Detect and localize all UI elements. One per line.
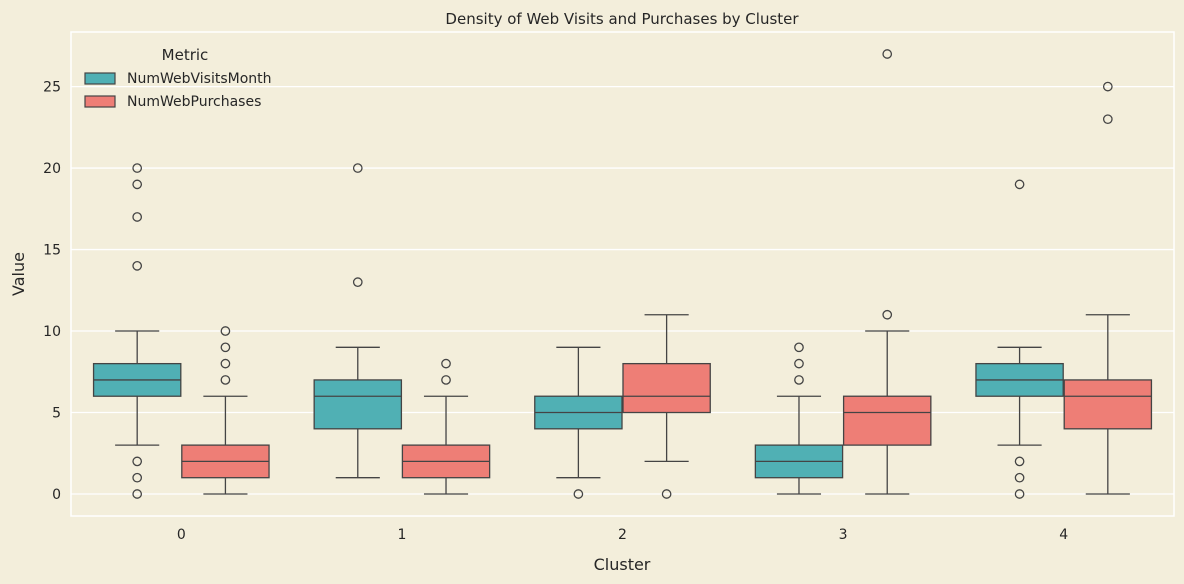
chart-title: Density of Web Visits and Purchases by C… [445, 10, 799, 28]
outlier-point [661, 489, 672, 499]
outlier-point [1014, 489, 1025, 499]
y-tick-label: 15 [43, 243, 61, 259]
legend-label: NumWebVisitsMonth [127, 71, 272, 87]
outlier-point [220, 326, 231, 336]
outlier-point [573, 489, 584, 499]
outlier-point [1014, 472, 1025, 483]
outlier-point [441, 375, 451, 385]
outlier-point [132, 489, 143, 499]
y-tick-label: 0 [52, 487, 61, 503]
outlier-point [882, 309, 893, 320]
legend-label: NumWebPurchases [127, 94, 261, 110]
box-NumWebVisitsMonth-cluster-0 [92, 163, 182, 499]
outlier-point [1014, 456, 1025, 467]
box-NumWebVisitsMonth-cluster-2 [534, 346, 623, 499]
outlier-point [794, 342, 804, 353]
box-NumWebVisitsMonth-cluster-3 [754, 342, 844, 495]
x-tick-label: 4 [1059, 527, 1068, 543]
outlier-point [220, 358, 231, 369]
outlier-point [1014, 179, 1025, 190]
legend-swatch [84, 72, 116, 85]
y-tick-label: 20 [43, 161, 61, 177]
outlier-point [1102, 114, 1113, 125]
x-tick-label: 2 [618, 527, 627, 543]
iqr-box [1063, 379, 1153, 430]
iqr-box [313, 379, 403, 430]
outlier-point [352, 163, 363, 173]
x-tick-label: 3 [839, 527, 848, 543]
iqr-box [842, 395, 932, 446]
outlier-point [794, 375, 804, 385]
box-NumWebPurchases-cluster-1 [401, 358, 491, 495]
box-NumWebPurchases-cluster-3 [842, 49, 932, 495]
outlier-point [132, 261, 143, 271]
outlier-point [220, 342, 231, 353]
outlier-point [132, 456, 143, 467]
iqr-box [622, 362, 711, 414]
outlier-point [1102, 81, 1113, 92]
box-NumWebPurchases-cluster-4 [1063, 81, 1153, 495]
outlier-point [794, 358, 804, 369]
x-tick-label: 1 [397, 527, 406, 543]
legend-title: Metric [162, 46, 209, 64]
outlier-point [352, 277, 363, 287]
outlier-point [132, 179, 143, 190]
box-NumWebVisitsMonth-cluster-1 [313, 163, 403, 479]
y-tick-label: 25 [43, 80, 61, 96]
y-axis-label: Value [9, 252, 28, 296]
y-tick-label: 5 [52, 406, 61, 422]
x-axis-label: Cluster [594, 555, 651, 574]
box-NumWebVisitsMonth-cluster-4 [975, 179, 1064, 499]
outlier-point [220, 375, 231, 385]
outlier-point [882, 49, 893, 59]
outlier-point [132, 472, 143, 483]
outlier-point [132, 163, 143, 173]
legend-swatch [84, 95, 116, 108]
legend: Metric NumWebVisitsMonth NumWebPurchases [84, 46, 272, 110]
outlier-point [132, 212, 143, 222]
plot-area [70, 31, 1175, 517]
box-NumWebPurchases-cluster-0 [181, 326, 270, 495]
x-tick-label: 0 [177, 527, 186, 543]
y-tick-label: 10 [43, 324, 61, 340]
outlier-point [441, 358, 451, 369]
box-NumWebPurchases-cluster-2 [622, 314, 711, 499]
